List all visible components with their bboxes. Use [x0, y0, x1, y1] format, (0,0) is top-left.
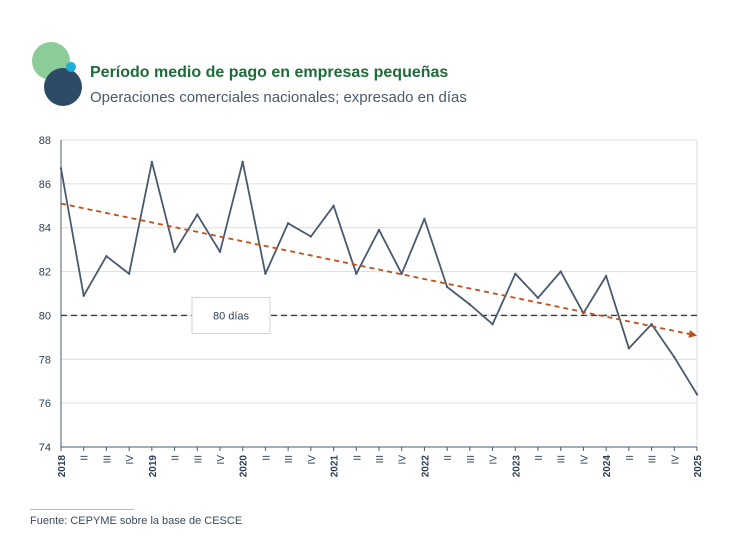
x-tick-label: II: [171, 455, 182, 461]
series-group: [59, 160, 699, 396]
reference-label-box: [191, 296, 271, 334]
data-point: [59, 167, 63, 170]
x-tick-label: III: [557, 455, 568, 463]
x-tick-label: IV: [579, 455, 590, 465]
data-point: [604, 274, 608, 278]
x-tick-label: 2022: [420, 455, 431, 478]
y-tick-label: 88: [39, 135, 51, 147]
data-point: [650, 323, 653, 326]
source-note: Fuente: CEPYME sobre la base de CESCE: [30, 515, 243, 527]
data-point: [332, 204, 335, 207]
data-point: [627, 347, 631, 350]
x-tick-label: III: [375, 455, 386, 463]
x-tick-label: III: [648, 455, 659, 463]
chart-title: Período medio de pago en empresas pequeñ…: [90, 64, 449, 81]
y-tick-label: 86: [39, 179, 51, 191]
x-tick-label: 2024: [602, 455, 613, 478]
x-tick-label: III: [193, 455, 204, 463]
x-tick-label: II: [625, 455, 636, 461]
data-point: [196, 213, 199, 216]
x-tick-label: 2023: [511, 455, 522, 478]
data-point: [468, 303, 472, 306]
data-point: [286, 222, 290, 225]
data-point: [377, 228, 381, 232]
x-tick-label: III: [284, 455, 295, 463]
logo-navy-circle: [44, 68, 82, 106]
x-tick-label: II: [261, 455, 272, 461]
y-tick-label: 84: [39, 223, 51, 235]
y-tick-label: 74: [39, 442, 51, 454]
data-point: [82, 294, 85, 297]
y-axis-ticks: 74 76 78 80 82 84 86 88: [39, 135, 51, 454]
x-tick-label: IV: [489, 455, 500, 465]
x-tick-label: 2018: [57, 455, 68, 478]
data-point: [241, 160, 244, 164]
chart-subtitle: Operaciones comerciales nacionales; expr…: [90, 89, 467, 106]
data-point: [105, 255, 108, 258]
data-point: [695, 393, 699, 396]
data-point: [355, 272, 358, 275]
x-tick-label: IV: [670, 455, 681, 465]
y-tick-label: 80: [39, 310, 51, 322]
data-point: [445, 285, 449, 289]
data-point: [150, 160, 154, 164]
data-point: [491, 323, 494, 326]
y-tick-label: 76: [39, 398, 51, 410]
x-tick-label: IV: [398, 455, 409, 465]
data-point: [673, 355, 676, 359]
data-point: [309, 235, 313, 238]
data-point: [264, 272, 267, 275]
y-tick-label: 78: [39, 354, 51, 366]
x-tick-label: IV: [216, 455, 227, 465]
grid-lines: [61, 139, 698, 448]
source-divider: [30, 509, 134, 510]
logo-icon: [32, 42, 82, 106]
data-point: [173, 250, 176, 254]
data-point: [218, 250, 222, 254]
x-tick-label: II: [534, 455, 545, 461]
reference-label: 80 días: [213, 310, 250, 322]
x-tick-label: IV: [307, 455, 318, 465]
data-point: [514, 272, 517, 275]
data-point: [400, 272, 403, 275]
x-tick-label: II: [80, 455, 91, 461]
axes: [60, 140, 697, 448]
x-tick-label: III: [102, 455, 113, 463]
y-tick-label: 82: [39, 267, 51, 279]
x-tick-label: 2025: [693, 455, 704, 478]
x-tick-label: II: [352, 455, 363, 461]
data-point: [559, 270, 562, 273]
logo-cyan-dot: [66, 62, 76, 72]
x-tick-label: III: [466, 455, 477, 463]
x-tick-label: 2020: [239, 455, 250, 478]
data-point: [536, 296, 540, 300]
x-tick-label: II: [443, 455, 454, 461]
x-axis-ticks: 2018 II III IV 2019 II III IV 2020 II III IV 2021 II I…: [57, 447, 704, 477]
data-point: [127, 272, 131, 275]
x-tick-label: IV: [125, 455, 136, 465]
data-point: [423, 217, 426, 221]
reference-line-group: 80 días: [61, 296, 697, 334]
x-tick-label: 2021: [330, 455, 341, 478]
x-tick-label: 2019: [148, 455, 159, 478]
